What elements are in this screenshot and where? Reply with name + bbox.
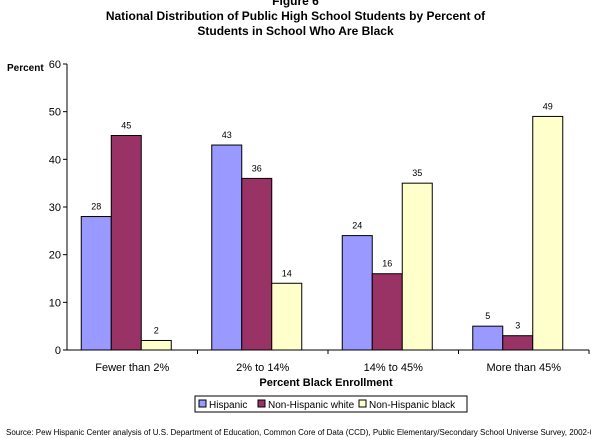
y-tick-label: 30 [49, 202, 61, 214]
y-tick-label: 20 [49, 250, 61, 262]
x-tick-label: 2% to 14% [236, 362, 289, 374]
y-tick-label: 0 [55, 345, 61, 357]
x-tick-label: Fewer than 2% [95, 362, 169, 374]
bar [271, 282, 303, 351]
data-label: 36 [252, 163, 262, 173]
y-tick-label: 60 [49, 59, 61, 71]
bar [241, 177, 273, 351]
y-axis-label: Percent [7, 63, 44, 74]
bar [532, 115, 564, 351]
data-label: 28 [91, 202, 101, 212]
data-label: 35 [412, 168, 422, 178]
data-label: 45 [121, 121, 131, 131]
legend-label: Hispanic [209, 400, 247, 411]
bar [140, 339, 172, 351]
data-label: 3 [515, 321, 520, 331]
data-label: 16 [382, 259, 392, 269]
data-label: 24 [352, 221, 362, 231]
figure-label: Figure 6 [272, 0, 319, 8]
data-label: 49 [543, 101, 553, 111]
data-label: 2 [154, 325, 159, 335]
legend-label: Non-Hispanic white [268, 400, 355, 411]
bar [341, 235, 373, 351]
legend-label: Non-Hispanic black [369, 400, 456, 411]
x-tick-label: 14% to 45% [364, 362, 424, 374]
bar [472, 325, 504, 351]
bar-chart: 0 10 20 30 40 50 60 Percent 28 45 2 Fewer than 2% 43… [7, 59, 590, 413]
bar [502, 335, 534, 351]
bar [211, 144, 243, 351]
chart-title-line2: Students in School Who Are Black [197, 24, 394, 38]
source-note: Source: Pew Hispanic Center analysis of … [6, 428, 591, 437]
legend-swatch [257, 399, 266, 408]
legend-swatch [358, 399, 367, 408]
bar [401, 182, 433, 351]
y-tick-label: 50 [49, 107, 61, 119]
chart-title: National Distribution of Public High Sch… [105, 9, 486, 23]
y-tick-label: 10 [49, 297, 61, 309]
data-label: 14 [282, 268, 292, 278]
y-tick-label: 40 [49, 154, 61, 166]
legend-swatch [198, 399, 207, 408]
x-axis-label: Percent Black Enrollment [259, 377, 393, 389]
bar [371, 273, 403, 351]
data-label: 43 [222, 130, 232, 140]
bar [80, 216, 112, 351]
data-label: 5 [485, 311, 490, 321]
bar [110, 135, 142, 351]
x-tick-label: More than 45% [486, 362, 561, 374]
